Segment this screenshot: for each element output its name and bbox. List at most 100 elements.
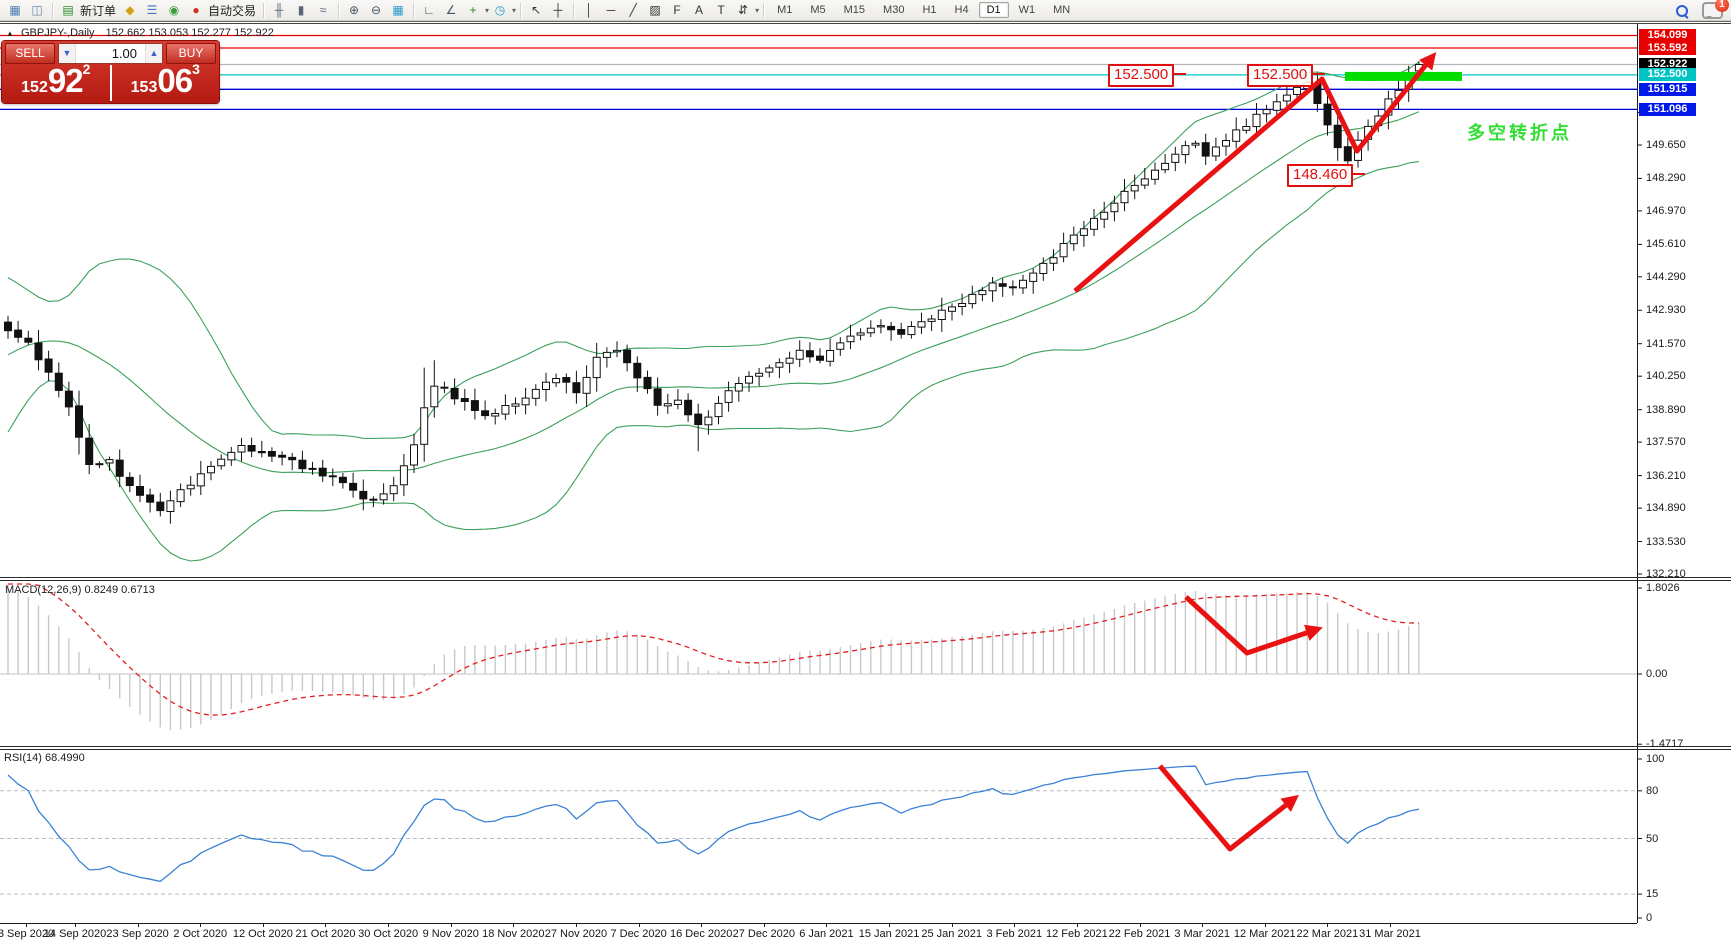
date-axis-label: 22 Mar 2021: [1296, 928, 1359, 940]
vertical-line-icon[interactable]: │: [585, 2, 593, 17]
line-chart-icon[interactable]: ≈: [319, 2, 327, 17]
price-annotation[interactable]: 148.460: [1287, 163, 1366, 187]
date-axis-label: 2 Oct 2020: [173, 928, 228, 940]
candlestick-chart-icon[interactable]: ▮: [297, 2, 305, 17]
timeframe-button-mn[interactable]: MN: [1053, 4, 1071, 16]
new-order-icon[interactable]: ▤: [62, 2, 74, 17]
price-axis-tick: 133.530: [1646, 535, 1686, 548]
rsi-axis-tick: 100: [1646, 753, 1665, 765]
date-axis-label: 25 Jan 2021: [921, 928, 982, 940]
price-axis-tick: 145.610: [1646, 238, 1686, 251]
date-axis-label: 12 Feb 2021: [1046, 928, 1108, 940]
search-icon[interactable]: [1676, 4, 1689, 19]
indicator-window-icon[interactable]: ∠: [445, 2, 457, 17]
timeframe-button-h1[interactable]: H1: [922, 4, 937, 16]
macd-axis-tick: -1.4717: [1646, 738, 1684, 751]
text-icon[interactable]: A: [695, 2, 704, 17]
crosshair-icon[interactable]: ┼: [553, 2, 563, 17]
date-axis-label: 30 Oct 2020: [358, 928, 419, 940]
buy-price-figure: 153: [130, 79, 158, 96]
add-indicator-icon[interactable]: +: [469, 2, 477, 17]
rsi-axis-tick: 15: [1646, 888, 1659, 901]
signals-icon[interactable]: ◉: [168, 2, 180, 17]
autotrade-icon-label[interactable]: 自动交易: [208, 3, 257, 18]
sell-price[interactable]: 152922: [2, 61, 110, 101]
buy-price[interactable]: 153063: [112, 61, 220, 101]
toolbar: ▦ ◫ ▤ 新订单 ◆ ☰ ◉ ● 自动交易 ╫ ▮ ≈ ⊕ ⊖ ▦ ∟ ∠ + ▾ ◷ ▾ ↖ ┼ │ ─ ╱ ▨ F A T ⇵ ▾ M1 M…: [0, 0, 1731, 21]
volume-value[interactable]: 1.00: [111, 46, 137, 61]
zoom-in-icon[interactable]: ⊕: [349, 2, 360, 17]
toolbar-separator: [573, 2, 575, 18]
price-axis-tick: 148.290: [1646, 172, 1686, 185]
date-axis-label: 23 Sep 2020: [106, 928, 169, 940]
equidistant-channel-icon[interactable]: ▨: [649, 2, 661, 17]
date-axis-label: 7 Dec 2020: [610, 928, 667, 940]
buy-button[interactable]: BUY: [166, 43, 216, 64]
ohlc-readout: 152.662 153.053 152.277 152.922: [105, 27, 274, 39]
highlighter-icon[interactable]: ◆: [125, 2, 135, 17]
date-axis-label: 27 Nov 2020: [544, 928, 608, 940]
date-axis-label: 31 Mar 2021: [1359, 928, 1421, 940]
price-axis-tick: 142.930: [1646, 304, 1686, 317]
volume-increase-button[interactable]: ▲: [145, 44, 162, 63]
date-axis-label: 3 Mar 2021: [1174, 928, 1230, 940]
price-level-flag: 152.500: [1639, 68, 1696, 82]
sell-price-pips: 92: [47, 62, 84, 99]
date-axis-label: 15 Jan 2021: [858, 928, 920, 940]
chat-icon[interactable]: 1: [1702, 0, 1729, 19]
tile-windows-icon[interactable]: ▦: [392, 2, 404, 17]
timeframe-button-m1[interactable]: M1: [777, 4, 793, 16]
bar-chart-icon[interactable]: ╫: [274, 2, 284, 17]
price-level-flag: 151.915: [1639, 82, 1696, 96]
cursor-icon[interactable]: ↖: [531, 2, 542, 17]
indicators-icon[interactable]: ∟: [423, 2, 435, 17]
chart-title: ▲ GBPJPY-,Daily 152.662 153.053 152.277 …: [6, 27, 274, 39]
date-axis-label: 6 Jan 2021: [799, 928, 854, 940]
chart-window: ▲ GBPJPY-,Daily 152.662 153.053 152.277 …: [0, 21, 1731, 944]
date-axis-label: 9 Nov 2020: [422, 928, 479, 940]
one-click-trading-panel[interactable]: SELL ▼ 1.00 ▲ BUY 152922 153063: [2, 41, 219, 103]
price-axis-tick: 137.570: [1646, 436, 1686, 449]
label-icon[interactable]: T: [717, 2, 725, 17]
toolbar-separator: [52, 2, 53, 18]
price-axis-tick: 132.210: [1646, 568, 1686, 580]
market-depth-icon[interactable]: ☰: [146, 2, 158, 17]
timeframe-button-h4[interactable]: H4: [954, 4, 969, 16]
price-axis-tick: 146.970: [1646, 204, 1686, 217]
price-annotation[interactable]: 152.500: [1108, 64, 1187, 88]
date-axis-label: 21 Oct 2020: [295, 928, 356, 940]
rsi-axis-tick: 0: [1646, 912, 1653, 924]
sell-price-figure: 152: [21, 79, 48, 96]
chevron-down-icon[interactable]: ▾: [755, 5, 760, 15]
rsi-axis-tick: 50: [1646, 832, 1659, 845]
price-axis-tick: 141.570: [1646, 337, 1686, 350]
timeframe-button-m30[interactable]: M30: [883, 4, 905, 16]
turning-point-note[interactable]: 多空转折点: [1467, 123, 1572, 143]
annotation-tick: [1173, 73, 1187, 76]
timeframe-button-w1[interactable]: W1: [1018, 4, 1036, 16]
trendline-icon[interactable]: ╱: [629, 2, 637, 17]
annotation-tick: [1312, 73, 1326, 76]
symbol-marker-icon: ▲: [6, 29, 14, 38]
chevron-down-icon[interactable]: ▾: [485, 5, 490, 15]
horizontal-line-icon[interactable]: ─: [606, 2, 616, 17]
timeframe-button-m15[interactable]: M15: [843, 4, 866, 16]
chevron-down-icon[interactable]: ▾: [512, 5, 517, 15]
shapes-icon[interactable]: ⇵: [738, 2, 749, 17]
new-order-icon-label[interactable]: 新订单: [80, 3, 117, 18]
autotrade-icon[interactable]: ●: [192, 2, 200, 17]
timeframe-button-m5[interactable]: M5: [810, 4, 826, 16]
zoom-out-icon[interactable]: ⊖: [371, 2, 382, 17]
periods-icon[interactable]: ◷: [494, 2, 506, 17]
sell-button[interactable]: SELL: [5, 43, 55, 64]
timeframe-button-d1[interactable]: D1: [978, 2, 1009, 18]
volume-stepper[interactable]: ▼ 1.00 ▲: [58, 43, 163, 64]
toolbar-separator: [763, 2, 765, 18]
new-chart-icon[interactable]: ▦: [9, 2, 21, 17]
macd-axis-tick: 1.8026: [1646, 582, 1680, 595]
price-annotation[interactable]: 152.500: [1247, 64, 1326, 88]
profiles-icon[interactable]: ◫: [31, 2, 43, 17]
fibonacci-icon[interactable]: F: [673, 2, 681, 17]
volume-decrease-button[interactable]: ▼: [59, 44, 76, 63]
